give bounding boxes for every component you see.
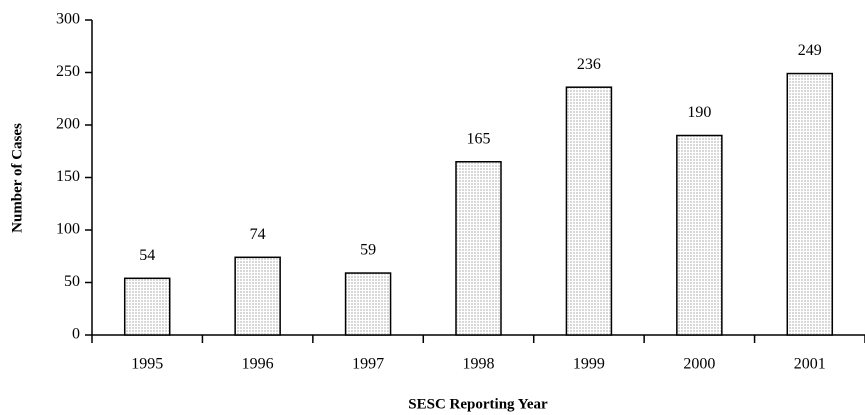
bar	[123, 277, 171, 336]
x-tick-label: 1998	[463, 356, 495, 373]
bar	[455, 161, 502, 336]
data-label: 59	[360, 242, 376, 259]
y-tick-label: 50	[64, 273, 80, 290]
y-tick-label: 300	[56, 11, 80, 28]
y-tick-label: 0	[72, 326, 80, 343]
x-tick-label: 1996	[242, 356, 274, 373]
data-label: 74	[250, 226, 266, 243]
x-axis-title: SESC Reporting Year	[408, 396, 548, 412]
data-label: 190	[687, 104, 711, 121]
y-tick-label: 100	[56, 221, 80, 238]
data-label: 54	[139, 247, 155, 264]
x-tick-label: 1999	[573, 356, 605, 373]
data-label: 249	[798, 42, 822, 59]
y-tick-label: 200	[56, 116, 80, 133]
y-tick-label: 150	[56, 168, 80, 185]
x-tick-label: 1997	[352, 356, 384, 373]
data-label: 236	[577, 56, 601, 73]
bar	[676, 134, 723, 336]
x-tick-label: 1995	[131, 356, 163, 373]
x-tick-label: 2000	[683, 356, 715, 373]
bar	[234, 256, 281, 336]
bar	[786, 72, 834, 336]
bar	[565, 86, 613, 336]
data-label: 165	[467, 130, 491, 147]
bar	[344, 272, 392, 336]
x-tick-label: 2001	[794, 356, 826, 373]
y-axis-title: Number of Cases	[9, 123, 25, 233]
y-tick-label: 250	[56, 63, 80, 80]
